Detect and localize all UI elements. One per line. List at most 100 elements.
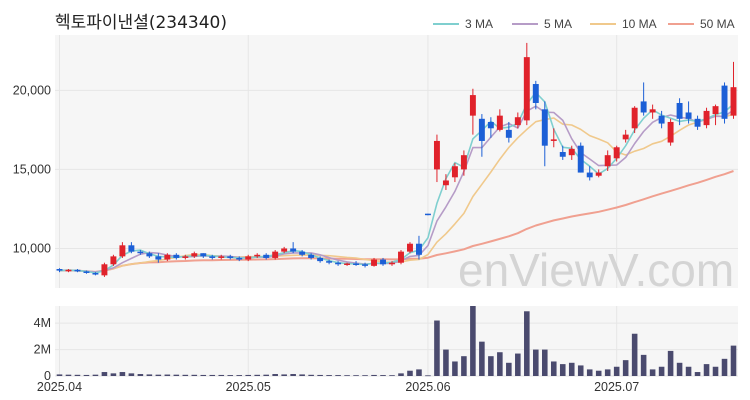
date-tick-label: 2025.04 <box>37 380 82 394</box>
volume-bar <box>398 373 404 376</box>
candle <box>191 251 198 258</box>
candle <box>353 261 360 266</box>
ma5-line <box>59 105 734 273</box>
volume-bar <box>227 375 234 376</box>
ma3-line <box>59 91 735 274</box>
candle-body <box>703 110 710 126</box>
candle <box>685 101 692 124</box>
volume-bar <box>101 372 108 376</box>
candle <box>407 242 413 254</box>
candle <box>469 88 476 135</box>
volume-bar <box>676 362 683 376</box>
legend-label: 3 MA <box>465 17 493 31</box>
candle-body <box>191 253 198 257</box>
candle <box>308 253 315 260</box>
volume-bar <box>667 350 674 376</box>
candle-body <box>65 269 72 272</box>
price-tick-label: 20,000 <box>13 83 51 97</box>
volume-bar <box>146 374 153 376</box>
candle-body <box>469 95 476 116</box>
candle <box>442 174 449 190</box>
volume-bar <box>164 374 171 376</box>
candle <box>281 246 288 254</box>
volume-bar <box>380 375 386 376</box>
candle-body <box>577 145 584 173</box>
volume-bar <box>173 374 180 376</box>
candle-body <box>281 248 288 252</box>
candle-body <box>487 121 494 129</box>
candle <box>218 254 225 260</box>
volume-bar <box>658 366 665 376</box>
candle <box>424 213 431 216</box>
candle-body <box>200 253 207 257</box>
volume-bar <box>209 374 216 376</box>
candle <box>128 242 135 254</box>
date-tick-label: 2025.05 <box>226 380 271 394</box>
volume-bar <box>119 372 126 376</box>
candle <box>245 254 252 262</box>
candle <box>640 82 647 116</box>
volume-bar <box>218 374 225 376</box>
candle-body <box>110 256 117 265</box>
volume-bar <box>577 365 584 376</box>
candle <box>604 150 611 171</box>
candle-body <box>254 254 261 257</box>
candle-body <box>263 254 270 258</box>
volume-bar <box>191 374 198 376</box>
candle-body <box>164 254 171 260</box>
candle <box>56 268 63 273</box>
volume-bar <box>182 374 189 376</box>
candle-body <box>353 263 360 265</box>
candle <box>182 254 189 260</box>
candle-body <box>173 254 180 258</box>
volume-bar <box>416 369 422 376</box>
candle-body <box>146 253 153 257</box>
candle-body <box>407 243 413 252</box>
volume-bar <box>308 374 314 376</box>
candle-body <box>685 112 692 119</box>
volume-bar <box>344 375 350 377</box>
candle-body <box>460 155 467 170</box>
candle-body <box>496 115 503 130</box>
candle <box>380 257 386 266</box>
volume-bar <box>299 374 305 376</box>
volume-bar <box>362 375 368 377</box>
candle <box>371 257 377 267</box>
volume-bar <box>425 375 431 377</box>
candle <box>649 104 656 119</box>
volume-bar <box>730 345 737 376</box>
volume-bar <box>488 356 494 376</box>
candle <box>110 254 117 266</box>
candle <box>119 242 126 258</box>
candle <box>676 98 683 126</box>
candle <box>586 166 593 181</box>
volume-bar <box>524 311 530 376</box>
candle-body <box>344 263 351 265</box>
candle <box>667 118 674 146</box>
candle <box>559 145 566 160</box>
volume-bar <box>65 374 72 376</box>
candle-body <box>694 118 701 127</box>
volume-tick-label: 0 <box>44 369 51 383</box>
volume-bar <box>595 370 602 376</box>
candle <box>200 253 207 258</box>
volume-bar <box>92 374 99 376</box>
candle-body <box>721 85 728 119</box>
legend-item: 3 MA <box>433 17 493 31</box>
candle <box>478 114 485 157</box>
candle <box>74 269 81 273</box>
candle-body <box>586 172 593 178</box>
ma50-line <box>59 170 734 273</box>
volume-bar <box>326 375 332 376</box>
candle <box>712 104 719 126</box>
volume-bar <box>479 341 485 376</box>
candle-body <box>335 262 342 265</box>
volume-bar <box>640 354 647 376</box>
candle-body <box>83 271 90 273</box>
volume-bar <box>694 372 701 376</box>
candle-body <box>442 180 449 186</box>
candle-body <box>532 84 539 103</box>
candle-body <box>730 87 737 116</box>
